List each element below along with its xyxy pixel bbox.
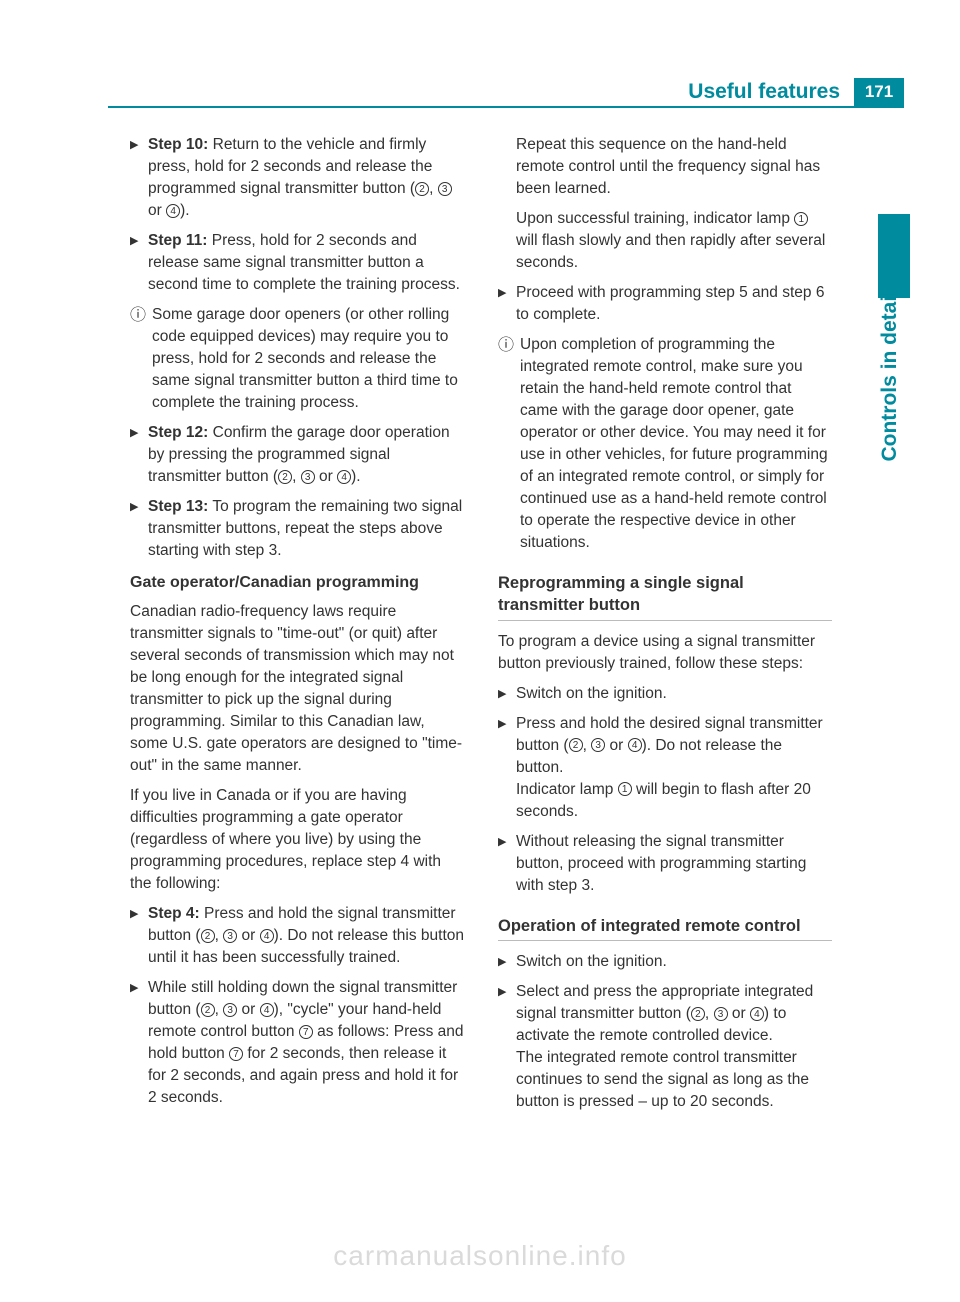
ref-3-icon: 3 xyxy=(223,1003,237,1017)
triangle-icon: ▶ xyxy=(498,831,516,897)
reprogram-intro: To program a device using a signal trans… xyxy=(498,631,832,675)
gate-paragraph-2: If you live in Canada or if you are havi… xyxy=(130,785,464,895)
ref-1-icon: 1 xyxy=(794,212,808,226)
gate-paragraph-1: Canadian radio-frequency laws require tr… xyxy=(130,601,464,777)
info-icon: ⓘ xyxy=(498,334,520,554)
page-number: 171 xyxy=(854,78,904,106)
operation-heading: Operation of integrated remote control xyxy=(498,915,832,941)
reprog-step-3: ▶ Without releasing the signal transmitt… xyxy=(498,831,832,897)
r2c: Indicator lamp xyxy=(516,781,618,798)
right-column: Repeat this sequence on the hand-held re… xyxy=(498,134,832,1121)
page-header: Useful features 171 xyxy=(108,78,904,108)
triangle-icon: ▶ xyxy=(498,713,516,823)
o2c: The integrated remote control transmitte… xyxy=(516,1049,809,1110)
triangle-icon: ▶ xyxy=(130,977,148,1109)
triangle-icon: ▶ xyxy=(130,230,148,296)
ref-3-icon: 3 xyxy=(438,182,452,196)
ref-1-icon: 1 xyxy=(618,782,632,796)
info-text: Upon completion of programming the integ… xyxy=(520,334,832,554)
ref-2-icon: 2 xyxy=(691,1007,705,1021)
step-text: Switch on the ignition. xyxy=(516,683,832,705)
content: ▶ Step 10: Return to the vehicle and fir… xyxy=(130,134,832,1121)
while-step: ▶ While still holding down the signal tr… xyxy=(130,977,464,1109)
left-column: ▶ Step 10: Return to the vehicle and fir… xyxy=(130,134,464,1121)
reprog-step-2: ▶ Press and hold the desired signal tran… xyxy=(498,713,832,823)
triangle-icon: ▶ xyxy=(130,134,148,222)
ref-7-icon: 7 xyxy=(229,1047,243,1061)
ref-2-icon: 2 xyxy=(201,929,215,943)
ref-3-icon: 3 xyxy=(714,1007,728,1021)
reprogram-heading: Reprogramming a single signal transmitte… xyxy=(498,572,832,621)
ref-2-icon: 2 xyxy=(278,470,292,484)
step-10: ▶ Step 10: Return to the vehicle and fir… xyxy=(130,134,464,222)
triangle-icon: ▶ xyxy=(498,951,516,973)
op-step-2: ▶ Select and press the appropriate integ… xyxy=(498,981,832,1113)
triangle-icon: ▶ xyxy=(498,981,516,1113)
repeat-paragraph-2: Upon successful training, indicator lamp… xyxy=(498,208,832,274)
triangle-icon: ▶ xyxy=(498,683,516,705)
triangle-icon: ▶ xyxy=(130,903,148,969)
step-11: ▶ Step 11: Press, hold for 2 seconds and… xyxy=(130,230,464,296)
repeat-2b: will flash slowly and then rapidly after… xyxy=(516,232,825,271)
watermark: carmanualsonline.info xyxy=(0,1240,960,1272)
step-12: ▶ Step 12: Confirm the garage door opera… xyxy=(130,422,464,488)
step-label: Step 13: xyxy=(148,498,208,515)
step-text: Without releasing the signal transmitter… xyxy=(516,831,832,897)
step-label: Step 11: xyxy=(148,232,207,249)
triangle-icon: ▶ xyxy=(130,422,148,488)
step-text: Switch on the ignition. xyxy=(516,951,832,973)
proceed-text: Proceed with programming step 5 and step… xyxy=(516,282,832,326)
ref-4-icon: 4 xyxy=(166,204,180,218)
ref-4-icon: 4 xyxy=(260,929,274,943)
side-tab xyxy=(878,214,910,298)
step-label: Step 10: xyxy=(148,136,208,153)
repeat-paragraph-1: Repeat this sequence on the hand-held re… xyxy=(498,134,832,200)
triangle-icon: ▶ xyxy=(130,496,148,562)
ref-4-icon: 4 xyxy=(260,1003,274,1017)
info-icon: ⓘ xyxy=(130,304,152,414)
ref-4-icon: 4 xyxy=(337,470,351,484)
step-end: ). xyxy=(351,468,360,485)
info-text: Some garage door openers (or other rolli… xyxy=(152,304,464,414)
step-label: Step 12: xyxy=(148,424,208,441)
op-step-1: ▶ Switch on the ignition. xyxy=(498,951,832,973)
ref-2-icon: 2 xyxy=(201,1003,215,1017)
ref-4-icon: 4 xyxy=(750,1007,764,1021)
ref-4-icon: 4 xyxy=(628,738,642,752)
side-section-label: Controls in detail xyxy=(878,290,910,470)
info-note-2: ⓘ Upon completion of programming the int… xyxy=(498,334,832,554)
proceed-step: ▶ Proceed with programming step 5 and st… xyxy=(498,282,832,326)
ref-2-icon: 2 xyxy=(569,738,583,752)
step-label: Step 4: xyxy=(148,905,200,922)
gate-heading: Gate operator/Canadian programming xyxy=(130,572,464,595)
info-note-1: ⓘ Some garage door openers (or other rol… xyxy=(130,304,464,414)
ref-3-icon: 3 xyxy=(223,929,237,943)
header-title: Useful features xyxy=(688,80,840,104)
triangle-icon: ▶ xyxy=(498,282,516,326)
ref-3-icon: 3 xyxy=(591,738,605,752)
repeat-2a: Upon successful training, indicator lamp xyxy=(516,210,794,227)
ref-7-icon: 7 xyxy=(299,1025,313,1039)
reprog-step-1: ▶ Switch on the ignition. xyxy=(498,683,832,705)
ref-3-icon: 3 xyxy=(301,470,315,484)
step-tail: or xyxy=(148,202,166,219)
step-end: ). xyxy=(180,202,189,219)
step-4: ▶ Step 4: Press and hold the signal tran… xyxy=(130,903,464,969)
step-13: ▶ Step 13: To program the remaining two … xyxy=(130,496,464,562)
ref-2-icon: 2 xyxy=(415,182,429,196)
